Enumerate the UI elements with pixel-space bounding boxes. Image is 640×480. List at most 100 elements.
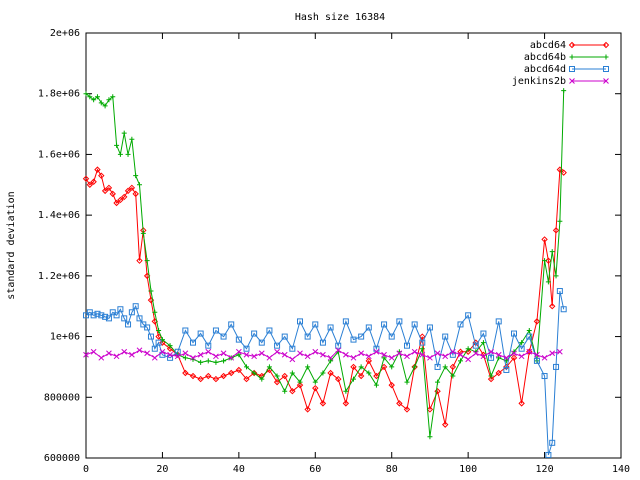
data-point-abcd64b	[274, 373, 280, 379]
data-point-abcd64d	[304, 333, 311, 340]
data-point-abcd64	[132, 190, 139, 198]
data-point-jenkins2b	[327, 354, 334, 361]
data-point-jenkins2b	[121, 348, 128, 355]
legend-marker-abcd64d	[569, 66, 575, 72]
data-point-abcd64d	[549, 439, 556, 446]
data-point-abcd64d	[319, 339, 326, 346]
data-point-jenkins2b	[419, 351, 426, 358]
data-point-abcd64b	[167, 343, 173, 349]
data-point-abcd64d	[281, 333, 288, 340]
data-point-jenkins2b	[274, 348, 280, 355]
data-point-abcd64d	[503, 366, 510, 373]
data-point-abcd64d	[404, 342, 410, 349]
data-point-abcd64b	[198, 359, 204, 365]
data-point-abcd64	[365, 357, 372, 365]
data-point-jenkins2b	[159, 348, 166, 355]
y-tick-label: 1e+06	[50, 332, 80, 343]
series-line-abcd64d	[85, 290, 565, 456]
y-axis-label: standard deviation	[6, 191, 17, 299]
data-point-jenkins2b	[526, 348, 533, 355]
data-point-jenkins2b	[557, 348, 563, 355]
data-point-abcd64d	[274, 342, 281, 349]
data-point-abcd64	[121, 193, 128, 201]
data-point-abcd64	[419, 333, 426, 340]
data-point-abcd64	[101, 187, 109, 195]
data-point-abcd64b	[427, 434, 433, 440]
data-point-abcd64d	[335, 342, 342, 349]
data-point-abcd64	[212, 375, 220, 383]
data-point-abcd64d	[228, 321, 235, 328]
x-tick-label: 60	[309, 464, 321, 475]
data-point-abcd64b	[159, 337, 165, 343]
data-point-jenkins2b	[182, 350, 189, 357]
data-point-jenkins2b	[251, 353, 257, 360]
data-point-abcd64b	[328, 358, 334, 364]
data-point-jenkins2b	[404, 353, 410, 360]
data-point-jenkins2b	[488, 348, 494, 355]
legend-marker-abcd64b	[569, 54, 575, 60]
data-point-abcd64d	[102, 313, 109, 320]
data-point-jenkins2b	[465, 356, 471, 363]
data-point-abcd64d	[327, 324, 334, 331]
data-point-abcd64d	[472, 342, 479, 349]
data-point-jenkins2b	[480, 353, 487, 360]
data-point-jenkins2b	[411, 348, 418, 355]
data-point-jenkins2b	[472, 350, 479, 357]
data-point-jenkins2b	[304, 353, 311, 360]
data-point-jenkins2b	[320, 351, 326, 358]
data-point-abcd64d	[98, 312, 105, 319]
data-point-jenkins2b	[220, 350, 227, 357]
data-point-abcd64d	[350, 336, 357, 343]
legend-marker-abcd64b	[603, 54, 609, 60]
data-point-abcd64	[552, 227, 560, 234]
data-point-abcd64b	[140, 230, 146, 236]
data-point-abcd64	[189, 372, 197, 380]
data-point-jenkins2b	[190, 354, 196, 361]
data-point-jenkins2b	[534, 351, 540, 358]
data-point-abcd64	[273, 378, 281, 386]
series-line-abcd64	[85, 168, 565, 425]
data-point-abcd64d	[533, 357, 540, 364]
data-point-abcd64	[335, 375, 342, 383]
data-point-abcd64b	[251, 370, 257, 376]
x-tick-label: 0	[83, 464, 89, 475]
data-point-abcd64d	[266, 327, 273, 334]
data-point-abcd64d	[251, 330, 258, 337]
data-point-abcd64d	[419, 339, 426, 346]
data-point-abcd64	[94, 166, 101, 173]
data-point-abcd64	[560, 169, 567, 176]
data-point-abcd64d	[541, 373, 548, 380]
data-point-abcd64b	[488, 373, 494, 379]
data-point-jenkins2b	[442, 353, 449, 360]
data-point-abcd64d	[105, 315, 112, 322]
data-point-abcd64	[442, 421, 449, 428]
data-point-abcd64	[86, 181, 94, 188]
data-point-abcd64b	[156, 328, 162, 333]
data-point-jenkins2b	[197, 351, 204, 358]
data-point-abcd64d	[83, 312, 89, 319]
data-point-abcd64b	[129, 136, 135, 142]
data-point-jenkins2b	[113, 353, 120, 360]
series-abcd64	[82, 166, 567, 428]
data-point-abcd64b	[404, 379, 410, 385]
data-point-jenkins2b	[434, 350, 441, 357]
data-point-abcd64	[357, 372, 365, 380]
data-point-abcd64d	[518, 345, 525, 352]
data-point-abcd64d	[117, 306, 124, 313]
data-point-abcd64d	[365, 324, 372, 331]
data-point-abcd64b	[297, 379, 303, 385]
data-point-jenkins2b	[151, 354, 158, 361]
data-point-abcd64d	[526, 333, 533, 340]
data-point-abcd64	[388, 381, 395, 389]
data-point-jenkins2b	[381, 351, 387, 358]
data-point-abcd64d	[396, 318, 403, 325]
data-point-jenkins2b	[228, 354, 235, 361]
data-point-abcd64d	[289, 345, 296, 352]
x-tick-label: 100	[459, 464, 477, 475]
data-point-abcd64	[243, 375, 250, 383]
data-point-abcd64b	[244, 364, 249, 370]
data-point-jenkins2b	[365, 353, 372, 360]
data-point-abcd64	[342, 400, 350, 407]
y-tick-label: 1.8e+06	[38, 89, 80, 100]
data-point-jenkins2b	[358, 350, 364, 357]
